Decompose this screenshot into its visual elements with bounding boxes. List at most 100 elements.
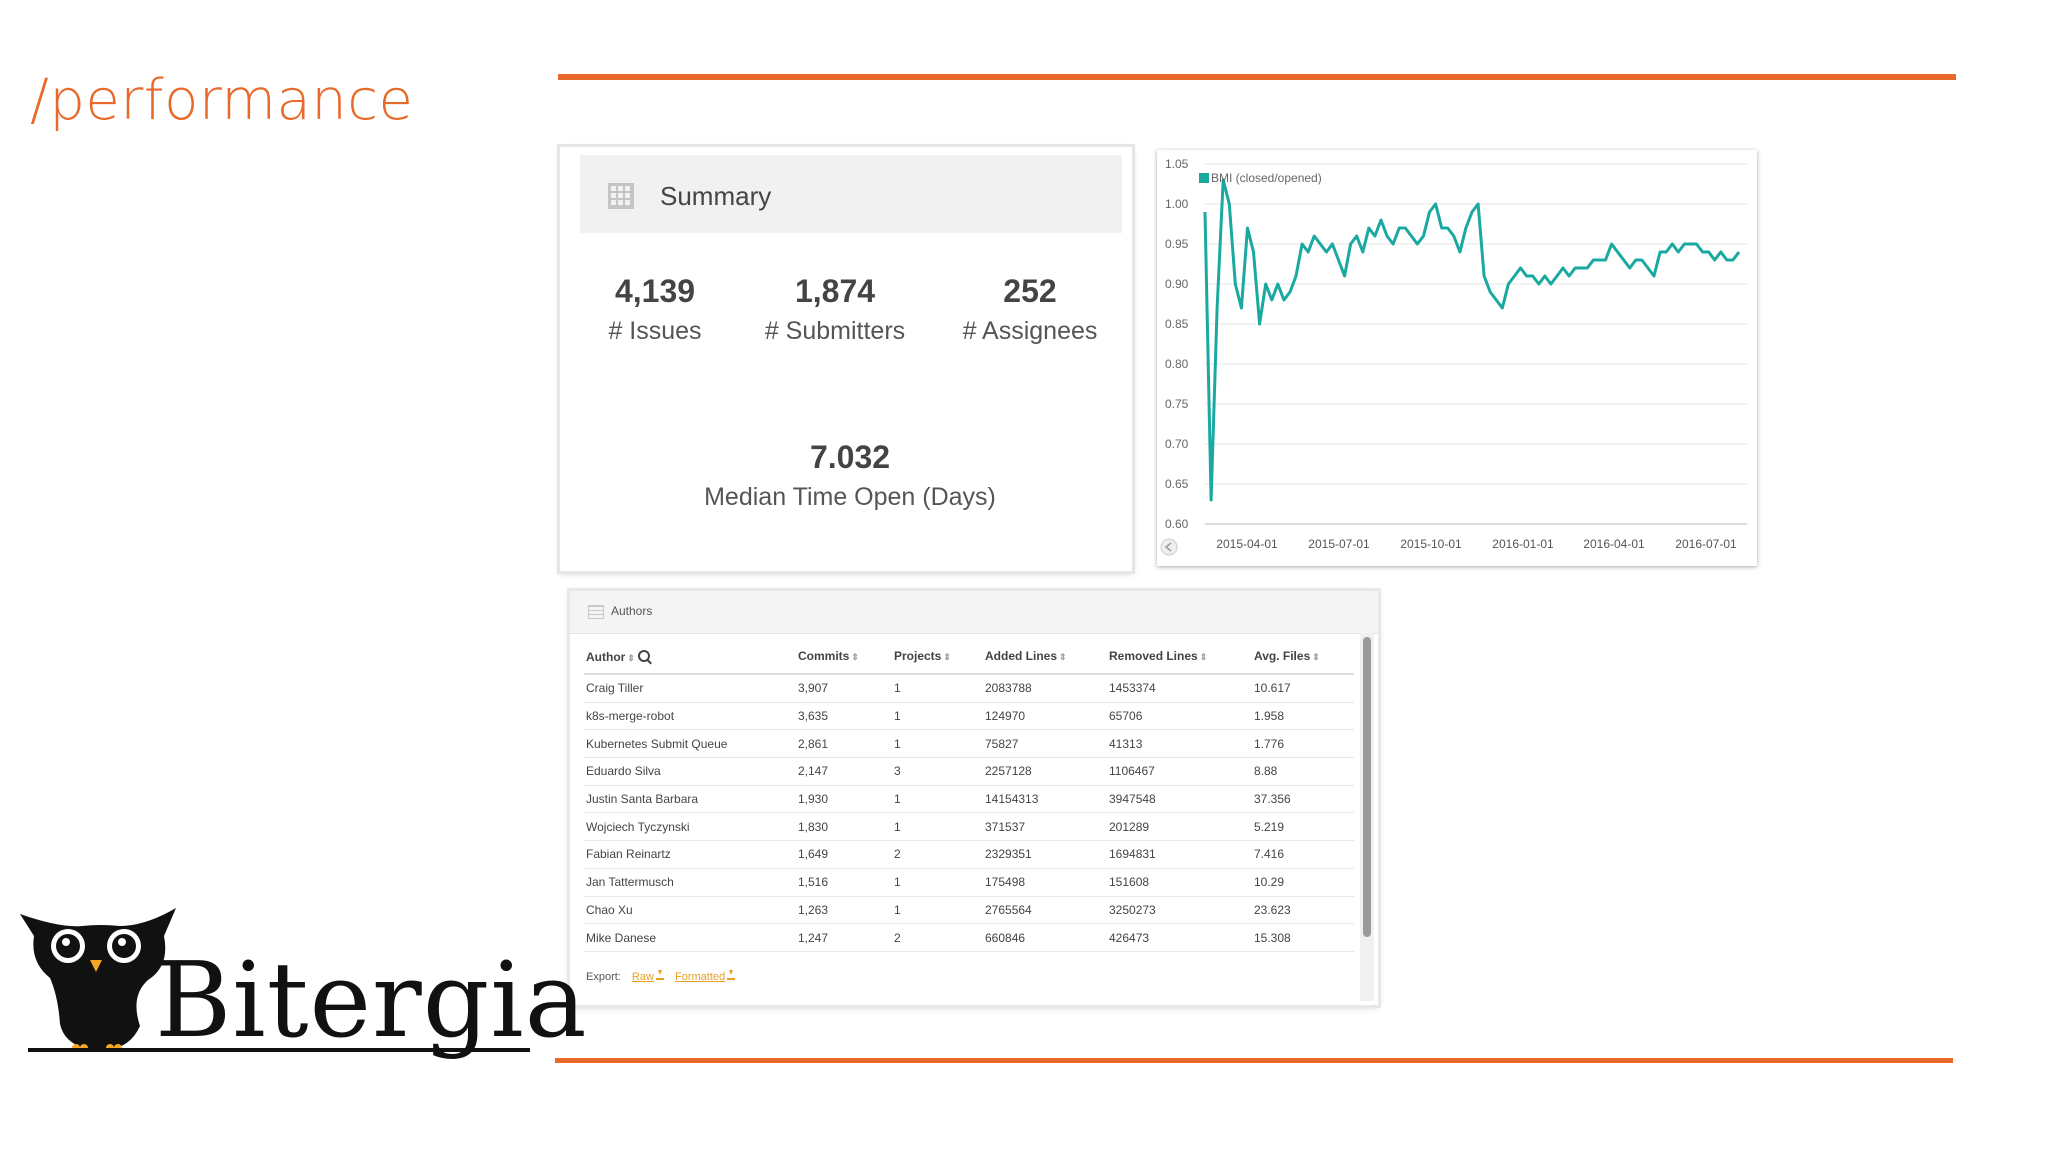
cell-avg-files: 1.776 [1252, 729, 1354, 759]
cell-projects: 1 [892, 702, 983, 731]
cell-projects: 1 [892, 868, 983, 897]
column-header-commits[interactable]: Commits ⇕ [796, 639, 892, 675]
cell-added-lines: 2329351 [983, 840, 1107, 869]
column-header-avg-files[interactable]: Avg. Files ⇕ [1252, 639, 1354, 675]
cell-author: Mike Danese [584, 923, 796, 952]
table-grid-icon [608, 183, 634, 209]
series-line-bmi [1203, 178, 1741, 502]
table-row: Eduardo Silva 2,147 3 2257128 1106467 8.88 [584, 757, 1354, 786]
y-tick-label: 1.05 [1165, 157, 1189, 171]
search-icon[interactable] [637, 649, 650, 662]
bitergia-wordmark: Bitergia [155, 939, 588, 1061]
column-header-added-lines[interactable]: Added Lines ⇕ [983, 639, 1107, 675]
sort-icon[interactable]: ⇕ [851, 652, 859, 662]
cell-removed-lines: 1106467 [1107, 757, 1252, 786]
cell-author: Jan Tattermusch [584, 868, 796, 897]
table-row: Justin Santa Barbara 1,930 1 14154313 394754… [584, 785, 1354, 814]
y-tick-label: 0.90 [1165, 277, 1189, 291]
export-raw-link[interactable]: Raw [632, 970, 664, 983]
cell-removed-lines: 3947548 [1107, 785, 1252, 814]
cell-projects: 1 [892, 896, 983, 925]
table-row: k8s-merge-robot 3,635 1 124970 65706 1.958 [584, 702, 1354, 731]
cell-removed-lines: 1453374 [1107, 674, 1252, 703]
sort-icon[interactable]: ⇕ [943, 652, 951, 662]
slide-title: /performance [30, 68, 414, 133]
export-formatted-link[interactable]: Formatted [675, 970, 736, 983]
summary-title: Summary [660, 181, 772, 211]
owl-icon [20, 908, 176, 1052]
y-tick-label: 0.80 [1165, 357, 1189, 371]
cell-author: Eduardo Silva [584, 757, 796, 786]
table-icon [588, 605, 604, 619]
table-header-row: Author ⇕ Commits ⇕ Projects ⇕ Added Lines ⇕ … [584, 639, 1354, 675]
cell-author: Justin Santa Barbara [584, 785, 796, 814]
cell-projects: 2 [892, 923, 983, 952]
column-header-removed-lines[interactable]: Removed Lines ⇕ [1107, 639, 1252, 675]
y-tick-label: 0.75 [1165, 397, 1189, 411]
cell-projects: 1 [892, 785, 983, 814]
sort-icon[interactable]: ⇕ [1312, 652, 1320, 662]
x-tick-label: 2016-04-01 [1583, 537, 1645, 551]
export-label: Export: [586, 971, 621, 983]
cell-projects: 1 [892, 674, 983, 703]
cell-avg-files: 8.88 [1252, 757, 1354, 786]
cell-added-lines: 371537 [983, 812, 1107, 842]
table-row: Chao Xu 1,263 1 2765564 3250273 23.623 [584, 896, 1354, 925]
cell-commits: 3,635 [796, 702, 892, 731]
column-header-projects[interactable]: Projects ⇕ [892, 639, 983, 675]
summary-header: Summary [580, 155, 1122, 233]
cell-removed-lines: 1694831 [1107, 840, 1252, 869]
cell-author: Kubernetes Submit Queue [584, 729, 796, 759]
metric-issues: 4,139 # Issues [590, 271, 720, 351]
cell-added-lines: 2257128 [983, 757, 1107, 786]
table-row: Wojciech Tyczynski 1,830 1 371537 201289 5.21… [584, 812, 1354, 842]
cell-removed-lines: 41313 [1107, 729, 1252, 759]
cell-removed-lines: 3250273 [1107, 896, 1252, 925]
cell-avg-files: 37.356 [1252, 785, 1354, 814]
cell-author: Craig Tiller [584, 674, 796, 703]
authors-title: Authors [611, 604, 653, 618]
top-divider [558, 74, 1956, 80]
y-tick-label: 1.00 [1165, 197, 1189, 211]
chart-scroll-left-icon [1160, 538, 1178, 556]
cell-commits: 1,830 [796, 812, 892, 842]
y-tick-label: 0.95 [1165, 237, 1189, 251]
cell-commits: 2,147 [796, 757, 892, 786]
table-row: Craig Tiller 3,907 1 2083788 1453374 10.617 [584, 674, 1354, 703]
metric-value: 4,139 [614, 273, 696, 309]
cell-author: Wojciech Tyczynski [584, 812, 796, 842]
summary-panel: Summary 4,139 # Issues 1,874 # Submitter… [560, 147, 1132, 571]
sort-icon[interactable]: ⇕ [1199, 652, 1208, 662]
cell-removed-lines: 426473 [1107, 923, 1252, 952]
cell-commits: 1,516 [796, 868, 892, 897]
cell-projects: 1 [892, 812, 983, 842]
column-header-author[interactable]: Author ⇕ [584, 639, 796, 675]
download-icon [727, 970, 736, 980]
sort-icon[interactable]: ⇕ [1059, 652, 1067, 662]
cell-added-lines: 2083788 [983, 674, 1107, 703]
metric-label: # Assignees [962, 317, 1098, 345]
metric-assignees: 252 # Assignees [950, 271, 1110, 351]
cell-added-lines: 75827 [983, 729, 1107, 759]
y-tick-label: 0.60 [1165, 517, 1189, 531]
cell-added-lines: 124970 [983, 702, 1107, 731]
x-tick-label: 2015-10-01 [1400, 537, 1462, 551]
cell-added-lines: 175498 [983, 868, 1107, 897]
cell-commits: 3,907 [796, 674, 892, 703]
scrollbar-thumb[interactable] [1363, 637, 1371, 937]
table-row: Fabian Reinartz 1,649 2 2329351 1694831 7.416 [584, 840, 1354, 869]
cell-projects: 3 [892, 757, 983, 786]
sort-icon[interactable]: ⇕ [627, 652, 635, 663]
metric-value: 7.032 [809, 439, 891, 475]
cell-avg-files: 10.29 [1252, 868, 1354, 897]
table-row: Kubernetes Submit Queue 2,861 1 75827 41313 1… [584, 729, 1354, 759]
x-tick-label: 2015-07-01 [1308, 537, 1370, 551]
cell-avg-files: 15.308 [1252, 923, 1354, 952]
cell-projects: 2 [892, 840, 983, 869]
y-tick-label: 0.65 [1165, 477, 1189, 491]
cell-author: Chao Xu [584, 896, 796, 925]
y-tick-label: 0.85 [1165, 317, 1189, 331]
cell-commits: 1,263 [796, 896, 892, 925]
legend-swatch [1199, 173, 1209, 183]
cell-removed-lines: 201289 [1107, 812, 1252, 842]
